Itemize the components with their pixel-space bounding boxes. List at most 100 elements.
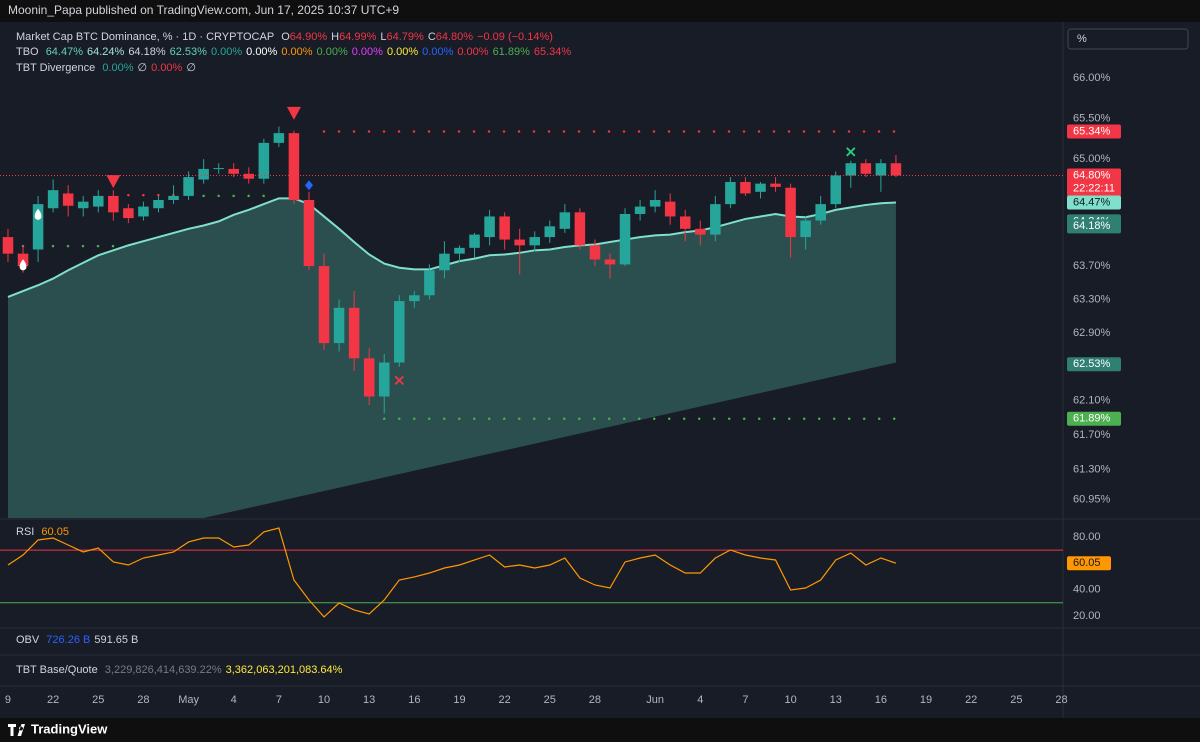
x-tick-label: 25 — [544, 694, 556, 706]
main-pane — [0, 106, 1063, 518]
candle-body — [574, 212, 586, 246]
legend-tbo: TBO 64.47% 64.24% 64.18% 62.53% 0.00% 0.00% 0.… — [16, 46, 575, 58]
candle-body — [77, 201, 89, 209]
signal-cross — [394, 375, 404, 385]
indicator-value: 0.00% — [422, 46, 454, 58]
ohlc-value: 64.99% — [339, 31, 377, 43]
rsi-line — [7, 527, 897, 618]
candle-body — [559, 212, 571, 229]
candle-body — [664, 201, 676, 217]
x-tick-label: 13 — [363, 694, 375, 706]
candle-body — [740, 181, 751, 194]
publisher: Moonin_Papa published on TradingView.com… — [8, 3, 399, 17]
ohlc-value: 64.80% — [435, 31, 474, 43]
candle-body — [755, 183, 766, 192]
x-tick-label: 9 — [5, 694, 11, 706]
candle-body — [800, 220, 811, 238]
legend-obv: OBV 726.26 B 591.65 B — [16, 634, 142, 646]
price-tag — [1067, 168, 1121, 197]
ohlc-key: O — [281, 31, 290, 43]
candle-body — [153, 200, 164, 209]
candle-body — [469, 234, 480, 248]
indicator-value: 0.00% — [151, 62, 183, 74]
y-tick-label: 63.30% — [1073, 293, 1111, 305]
price-tag-label: 65.34% — [1073, 125, 1111, 137]
candle-body — [860, 163, 872, 174]
candle-body — [619, 213, 631, 265]
price-tag-label: 62.53% — [1073, 358, 1111, 370]
brand: TradingView — [31, 721, 108, 736]
price-tag — [1067, 357, 1121, 372]
indicator-value: 3,362,063,201,083.64% — [225, 664, 343, 676]
signal-triangle — [106, 175, 121, 189]
x-tick-label: 7 — [742, 694, 748, 706]
candle-body — [213, 168, 224, 170]
candle-body — [634, 206, 646, 214]
price-tag-label: 64.47% — [1073, 196, 1111, 208]
indicator-value: 726.26 B — [46, 634, 91, 646]
indicator-value: 0.00% — [351, 46, 383, 58]
candle-body — [32, 204, 44, 250]
price-tag — [1067, 195, 1121, 210]
x-tick-label: 13 — [830, 694, 842, 706]
price-tag — [1067, 124, 1121, 139]
axis-unit[interactable]: % — [1077, 33, 1087, 45]
candle-body — [198, 168, 209, 180]
scale-mode-box[interactable] — [1067, 28, 1189, 50]
candle-body — [273, 133, 285, 143]
candle-body — [875, 163, 887, 176]
candle-body — [108, 195, 119, 213]
indicator-value: 60.05 — [41, 526, 69, 538]
candle-body — [589, 245, 601, 260]
change: −0.09 (−0.14%) — [477, 31, 553, 43]
indicator-name: RSI — [16, 526, 35, 538]
y-tick-label: 61.30% — [1073, 463, 1111, 475]
candle-body — [2, 237, 14, 254]
y-tick-label: 62.90% — [1073, 327, 1111, 339]
y-tick-label: 66.00% — [1073, 72, 1111, 84]
symbol: Market Cap BTC Dominance, % · 1D · CRYPT… — [16, 31, 275, 43]
indicator-name: TBT Base/Quote — [16, 664, 98, 676]
indicator-value: 0.00% — [281, 46, 313, 58]
indicator-name: TBT Divergence — [16, 62, 96, 74]
y-tick-label: 61.70% — [1073, 429, 1111, 441]
x-tick-label: 4 — [231, 694, 237, 706]
candle-body — [183, 177, 194, 196]
candle-body — [62, 193, 74, 206]
x-tick-label: 16 — [875, 694, 887, 706]
candle-body — [47, 190, 59, 209]
countdown: 22:22:11 — [1073, 182, 1115, 194]
footer-bar — [0, 718, 1200, 742]
candle-body — [123, 208, 134, 219]
tv-logo — [8, 724, 25, 736]
candle-body — [348, 307, 360, 359]
x-tick-label: 28 — [589, 694, 601, 706]
legend-symbol: Market Cap BTC Dominance, % · 1D · CRYPT… — [16, 31, 557, 43]
x-tick-label: May — [178, 694, 199, 706]
x-tick-label: 19 — [453, 694, 465, 706]
candle-body — [439, 253, 450, 271]
candle-body — [649, 200, 661, 207]
x-tick-label: Jun — [646, 694, 664, 706]
candle-body — [228, 168, 239, 174]
axes: 66.00% 65.50% 65.00% 63.70% 63.30% 62.90% 62.1… — [5, 72, 1121, 706]
price-tag-label: 64.18% — [1073, 220, 1111, 232]
top-bar — [0, 0, 1200, 22]
candle-body — [830, 175, 842, 205]
candle-body — [288, 133, 300, 201]
indicator-value: 591.65 B — [94, 634, 139, 646]
x-tick-label: 10 — [318, 694, 330, 706]
y-tick-label: 62.10% — [1073, 395, 1111, 407]
indicator-value: 65.34% — [533, 46, 572, 58]
candle-body — [815, 204, 826, 221]
y-tick-label: 63.70% — [1073, 260, 1111, 272]
x-tick-label: 16 — [408, 694, 420, 706]
cloud — [7, 198, 896, 518]
indicator-value: 64.47% — [45, 46, 83, 58]
x-tick-label: 7 — [276, 694, 282, 706]
ohlc-key: L — [380, 31, 387, 43]
x-tick-label: 4 — [697, 694, 703, 706]
candle-body — [378, 362, 390, 397]
ohlc-value: 64.79% — [386, 31, 424, 43]
